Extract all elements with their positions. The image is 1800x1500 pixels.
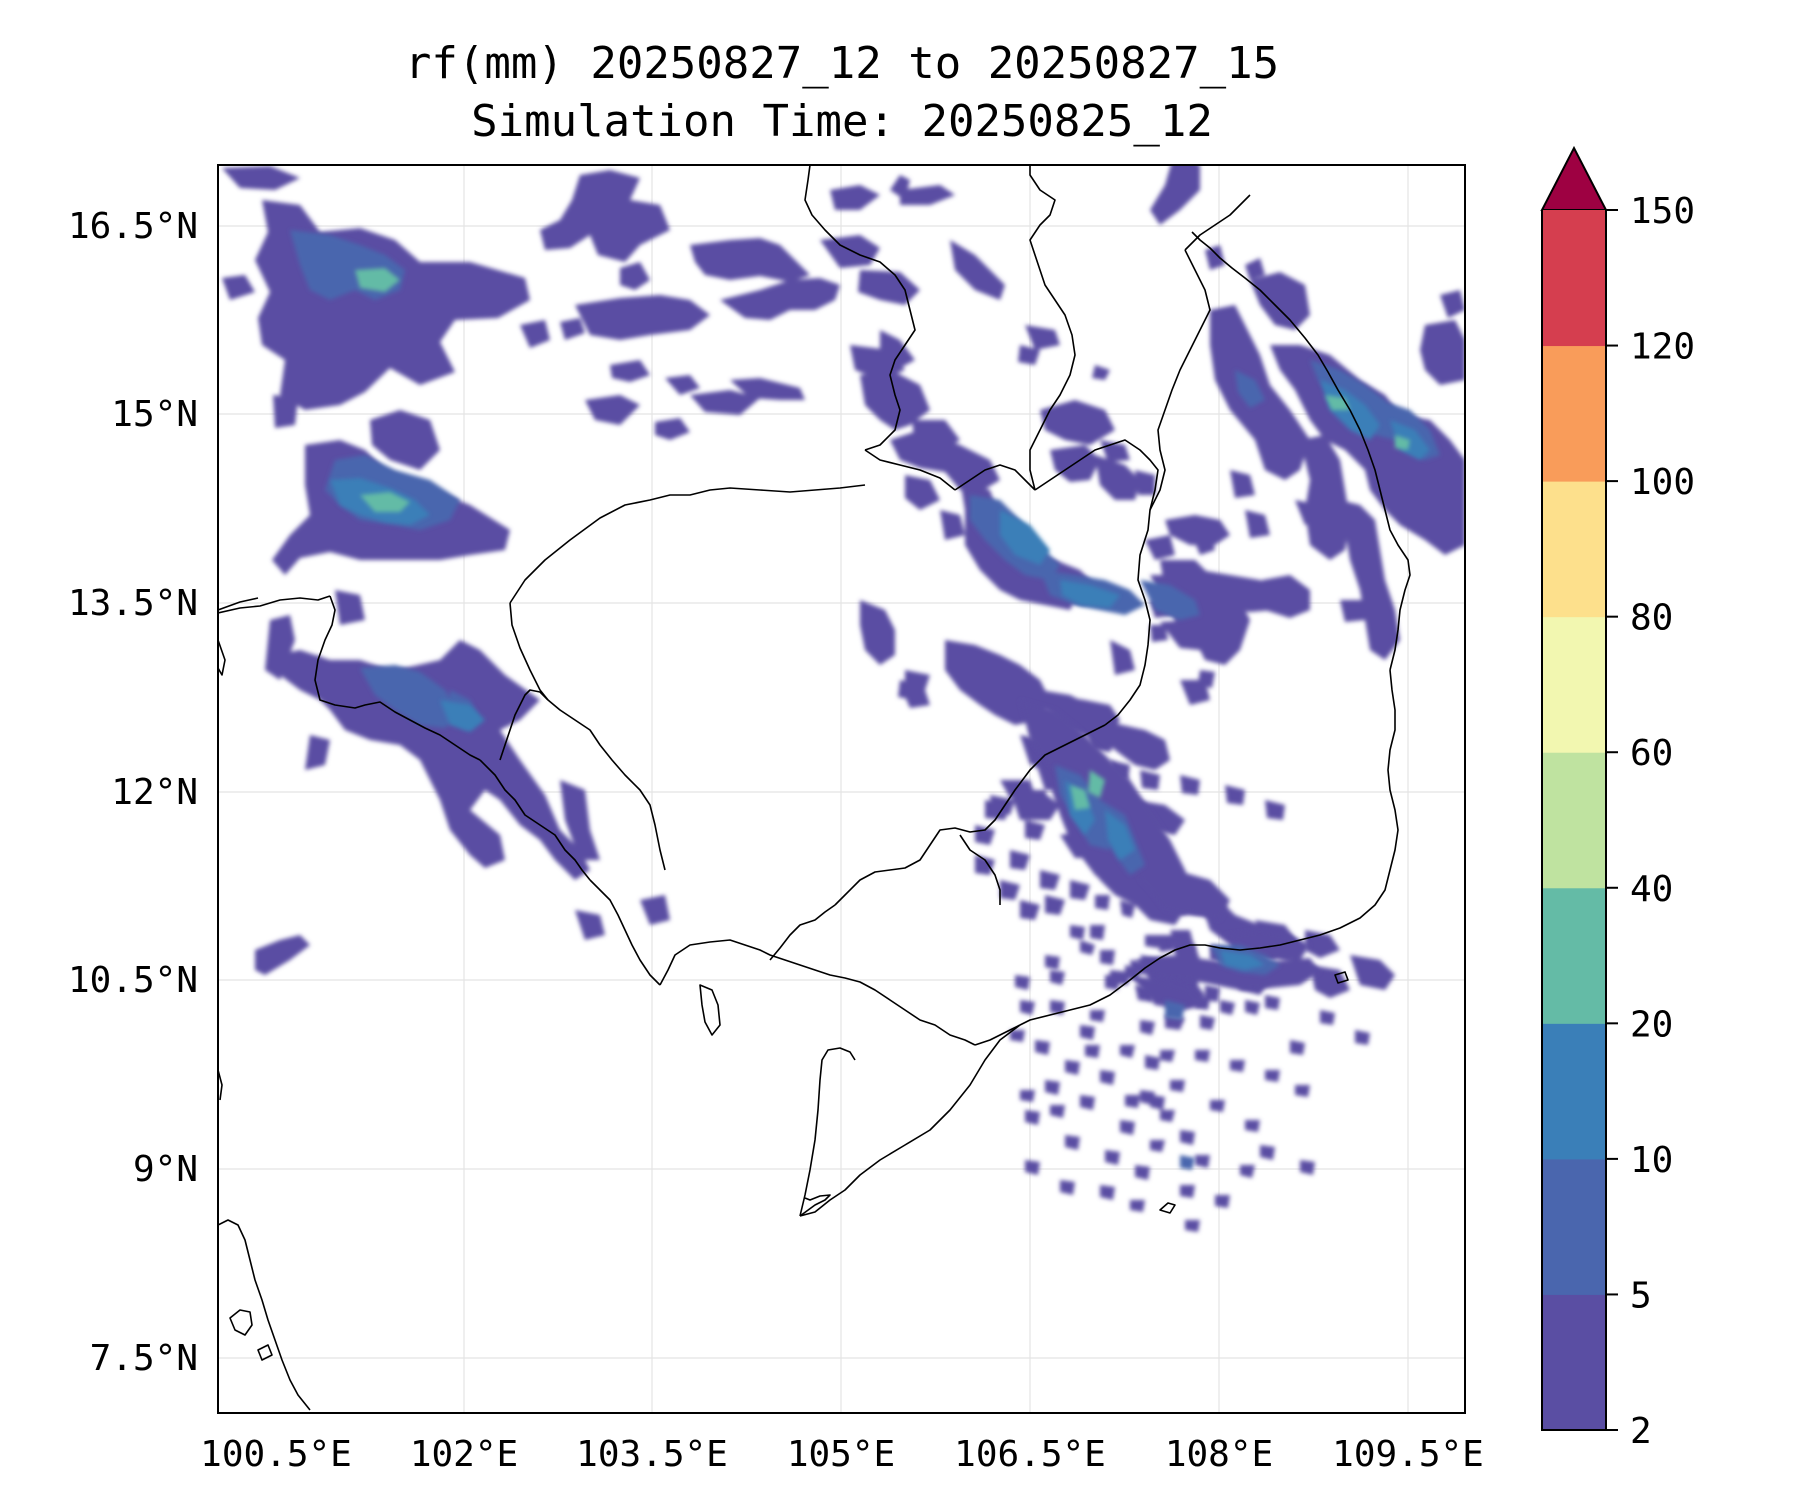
colorbar-tick-label: 40 bbox=[1630, 869, 1673, 910]
colorbar-segment bbox=[1542, 1158, 1606, 1295]
colorbar-segment bbox=[1542, 210, 1606, 347]
colorbar-segment bbox=[1542, 887, 1606, 1024]
lat-tick-label: 12°N bbox=[111, 772, 198, 813]
map-title: rf(mm) 20250827_12 to 20250827_15 bbox=[405, 38, 1279, 89]
colorbar-extend-triangle bbox=[1540, 145, 1608, 211]
colorbar: 2 5 10 20 40 60 80 100 120 150 bbox=[1540, 145, 1695, 1452]
lat-tick-label: 16.5°N bbox=[68, 206, 198, 247]
lat-tick-label: 15°N bbox=[111, 394, 198, 435]
lon-tick-label: 106.5°E bbox=[954, 1434, 1106, 1475]
map-frame bbox=[217, 164, 1466, 1414]
lat-tick-label: 13.5°N bbox=[68, 583, 198, 624]
colorbar-tick-label: 150 bbox=[1630, 191, 1695, 232]
colorbar-segment bbox=[1542, 345, 1606, 482]
lon-tick-label: 109.5°E bbox=[1332, 1434, 1484, 1475]
colorbar-tick-label: 20 bbox=[1630, 1004, 1673, 1045]
colorbar-segment bbox=[1542, 1023, 1606, 1160]
colorbar-tick-label: 5 bbox=[1630, 1275, 1652, 1316]
colorbar-tick-label: 80 bbox=[1630, 598, 1673, 639]
rainfall-field-high bbox=[330, 380, 1430, 970]
colorbar-labels: 2 5 10 20 40 60 80 100 120 150 bbox=[1630, 191, 1695, 1452]
lon-tick-label: 103.5°E bbox=[576, 1434, 728, 1475]
lat-tick-label: 10.5°N bbox=[68, 960, 198, 1001]
colorbar-tick-label: 100 bbox=[1630, 462, 1695, 503]
colorbar-segment bbox=[1542, 616, 1606, 753]
colorbar-tick-label: 10 bbox=[1630, 1140, 1673, 1181]
lat-tick-labels: 16.5°N 15°N 13.5°N 12°N 10.5°N 9°N 7.5°N bbox=[68, 206, 198, 1379]
lon-tick-label: 102°E bbox=[410, 1434, 518, 1475]
colorbar-outline bbox=[1541, 210, 1607, 1431]
lat-tick-label: 7.5°N bbox=[90, 1338, 198, 1379]
map-panel: 100.5°E 102°E 103.5°E 105°E 106.5°E 108°… bbox=[68, 164, 1484, 1475]
colorbar-segments bbox=[1542, 210, 1606, 1431]
lon-tick-label: 100.5°E bbox=[200, 1434, 352, 1475]
colorbar-segment bbox=[1542, 752, 1606, 889]
coastlines-borders bbox=[218, 165, 1411, 1411]
colorbar-tick-label: 120 bbox=[1630, 327, 1695, 368]
lon-tick-labels: 100.5°E 102°E 103.5°E 105°E 106.5°E 108°… bbox=[200, 1434, 1484, 1475]
colorbar-ticks bbox=[1606, 209, 1618, 1431]
map-subtitle: Simulation Time: 20250825_12 bbox=[471, 96, 1213, 147]
lon-tick-label: 105°E bbox=[787, 1434, 895, 1475]
lat-tick-label: 9°N bbox=[133, 1149, 198, 1190]
colorbar-segment bbox=[1542, 481, 1606, 618]
lon-tick-label: 108°E bbox=[1165, 1434, 1273, 1475]
colorbar-tick-label: 2 bbox=[1630, 1411, 1652, 1452]
colorbar-segment bbox=[1542, 1294, 1606, 1431]
colorbar-tick-label: 60 bbox=[1630, 733, 1673, 774]
